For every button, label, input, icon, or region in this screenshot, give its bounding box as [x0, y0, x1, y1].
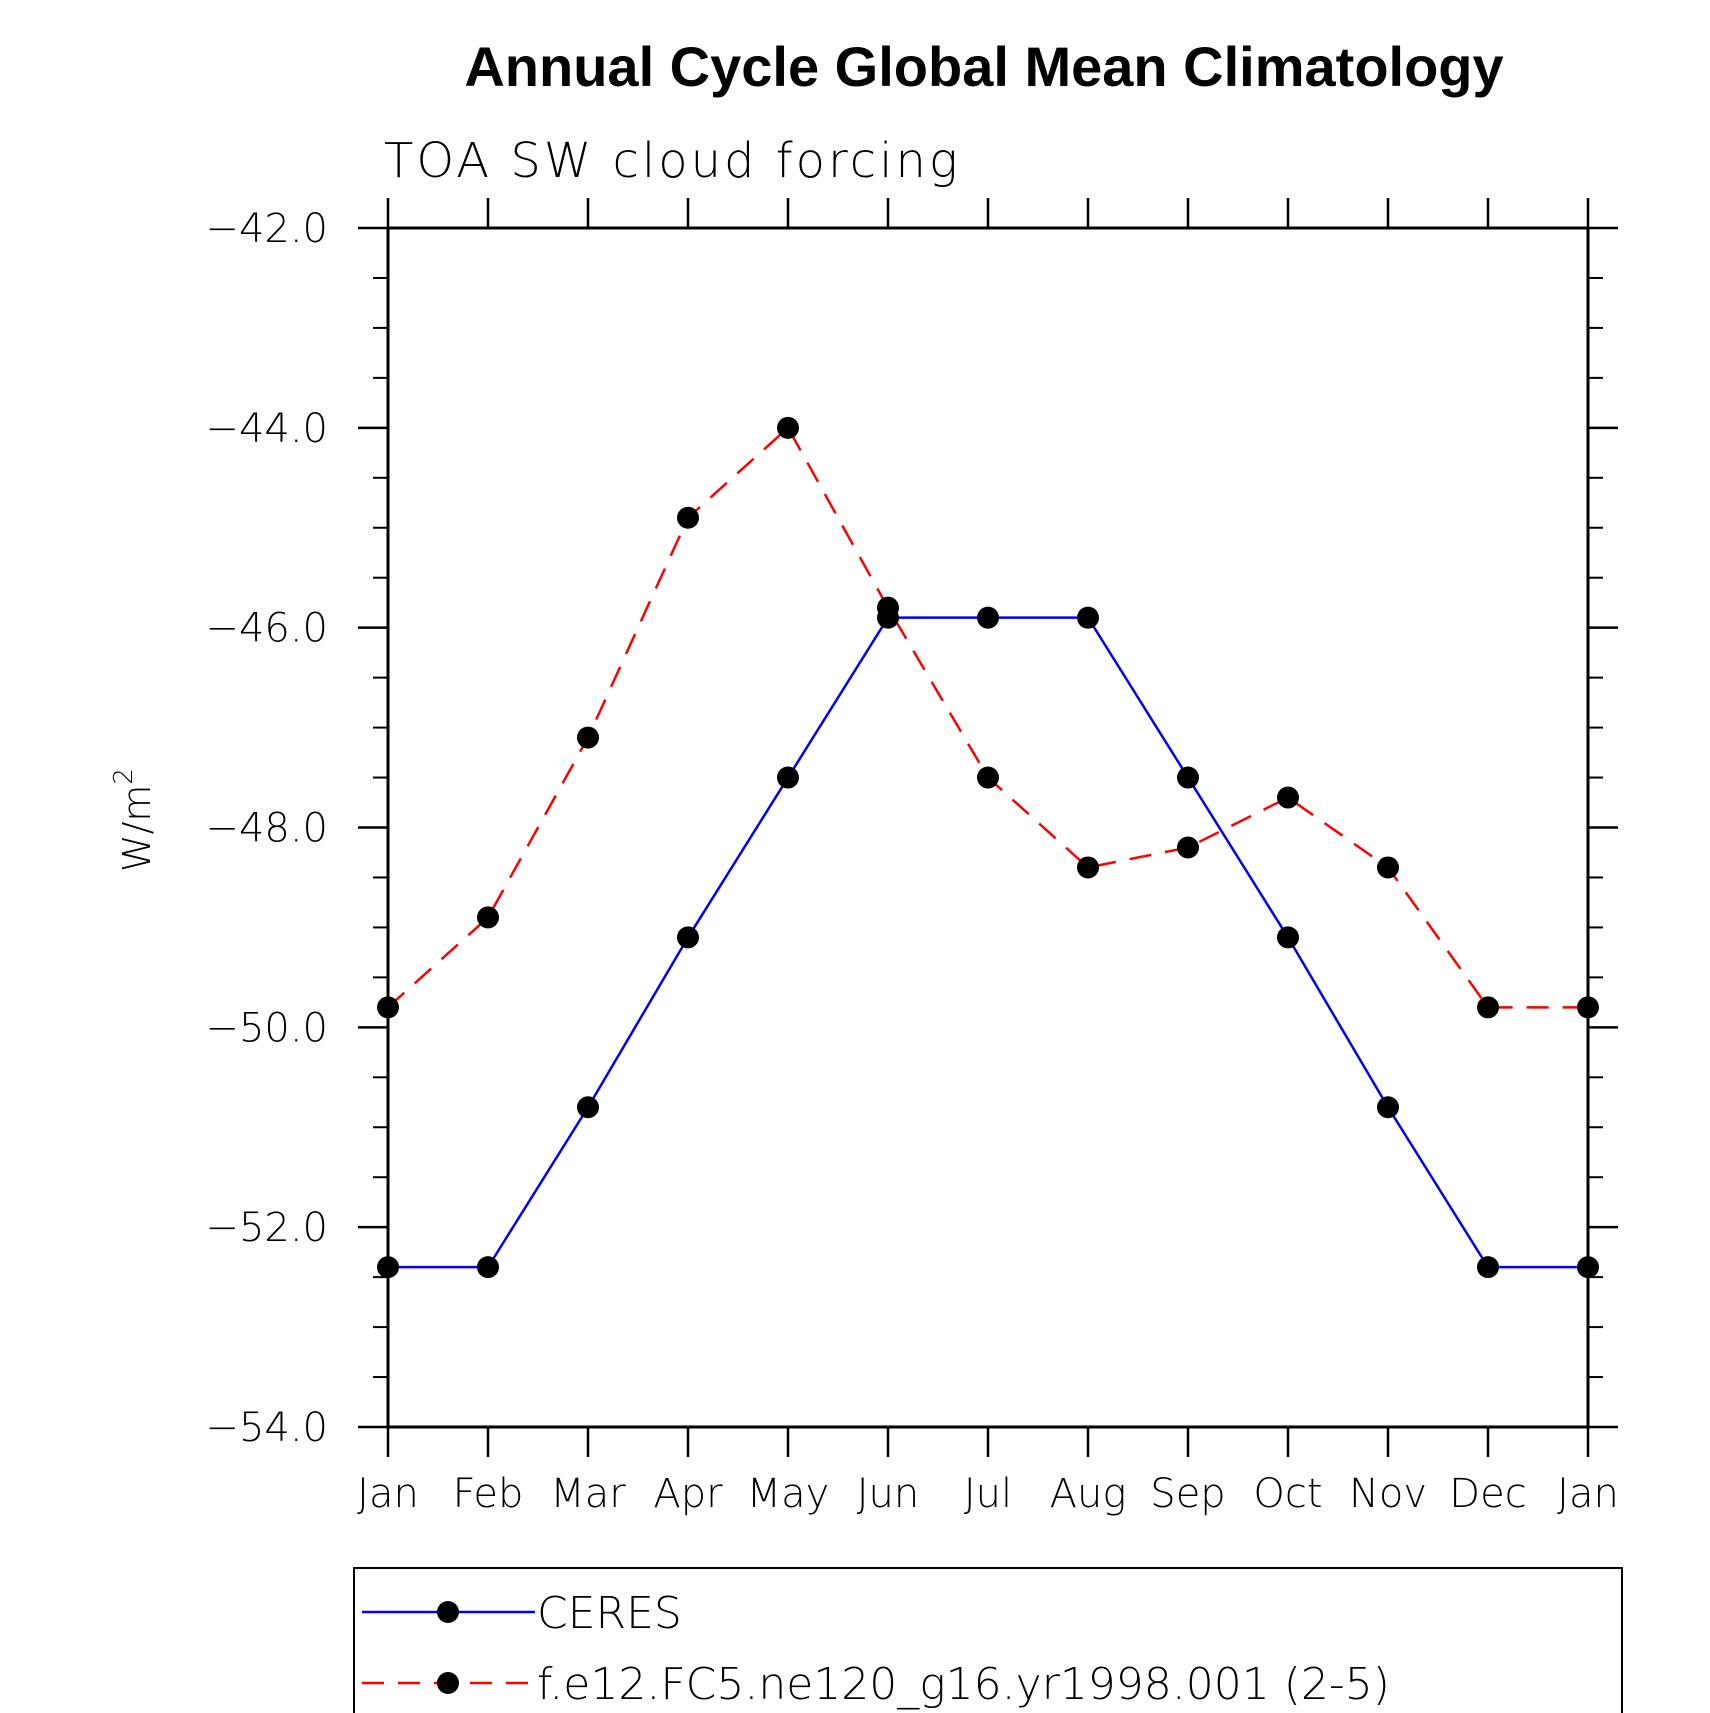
y-tick-label: −52.0	[205, 1205, 328, 1251]
x-tick-label: Nov	[1349, 1471, 1427, 1517]
x-tick-label: Dec	[1449, 1471, 1526, 1517]
legend-model-marker	[437, 1672, 459, 1694]
svg-text:W/m2: W/m2	[109, 768, 159, 872]
series-0-point	[1177, 766, 1199, 789]
plot-frame	[386, 226, 1590, 1429]
x-tick-label: Jan	[1557, 1471, 1619, 1517]
legend-ceres-marker	[437, 1601, 459, 1623]
series-1-point	[1177, 836, 1199, 859]
series-0-point	[1377, 1096, 1399, 1119]
x-tick-label: Jan	[357, 1471, 419, 1517]
y-axis-label: W/m2	[109, 768, 159, 872]
x-tick-label: Apr	[653, 1471, 723, 1517]
y-axis-label-text: W/m	[115, 785, 159, 872]
series-1-point	[1577, 996, 1599, 1019]
series-0-point	[477, 1256, 499, 1279]
series-line-0	[388, 616, 1588, 1269]
series-1-point	[677, 506, 699, 529]
series-0-point	[677, 926, 699, 949]
chart-subtitle: TOA SW cloud forcing	[384, 133, 961, 189]
x-tick-label: Oct	[1253, 1471, 1322, 1517]
x-tick-label: Aug	[1050, 1471, 1127, 1517]
series-0-point	[577, 1096, 599, 1119]
legend-box	[353, 1567, 1623, 1713]
series-1-point	[1077, 856, 1099, 879]
series-0-point	[1277, 926, 1299, 949]
legend-model-label: f.e12.FC5.ne120_g16.yr1998.001 (2-5)	[537, 1659, 1390, 1710]
x-axis-ticks: Jan Feb Mar Apr May Jun Jul Aug Sep Oct Nov Dec Jan	[357, 198, 1619, 1517]
y-tick-label: −50.0	[205, 1005, 328, 1051]
series-layer	[377, 416, 1599, 1279]
series-1-point	[1377, 856, 1399, 879]
series-0-point	[777, 766, 799, 789]
x-tick-label: Mar	[550, 1471, 626, 1517]
legend: CERES f.e12.FC5.ne120_g16.yr1998.001 (2-…	[353, 1567, 1623, 1713]
series-line-1	[387, 425, 1588, 1009]
y-tick-label: −44.0	[205, 406, 328, 452]
y-tick-label: −46.0	[205, 606, 328, 652]
x-tick-label: May	[747, 1471, 830, 1517]
series-0-point	[1577, 1256, 1599, 1279]
series-0-point	[377, 1256, 399, 1279]
series-1-point	[377, 996, 399, 1019]
x-tick-label: Feb	[453, 1471, 524, 1517]
series-0-point	[1477, 1256, 1499, 1279]
series-0-point	[977, 606, 999, 629]
x-tick-label: Jul	[964, 1471, 1012, 1517]
y-axis-ticks: −42.0 −44.0 −46.0 −48.0 −50.0 −52.0 −54.0	[205, 206, 1618, 1451]
series-1-point	[977, 766, 999, 789]
y-tick-label: −48.0	[205, 806, 328, 852]
series-1-point	[1277, 786, 1299, 809]
y-axis-label-superscript: 2	[109, 768, 139, 785]
y-tick-label: −54.0	[205, 1405, 328, 1451]
series-1-point	[577, 726, 599, 749]
series-1-point	[1477, 996, 1499, 1019]
series-0-point	[1077, 606, 1099, 629]
legend-ceres-label: CERES	[537, 1588, 682, 1639]
series-1-point	[477, 906, 499, 929]
x-tick-label: Jun	[857, 1471, 920, 1517]
series-1-point	[877, 596, 899, 619]
x-tick-label: Sep	[1150, 1471, 1225, 1517]
y-tick-label: −42.0	[205, 206, 328, 252]
series-1-point	[777, 416, 799, 439]
chart-title: Annual Cycle Global Mean Climatology	[464, 35, 1503, 98]
